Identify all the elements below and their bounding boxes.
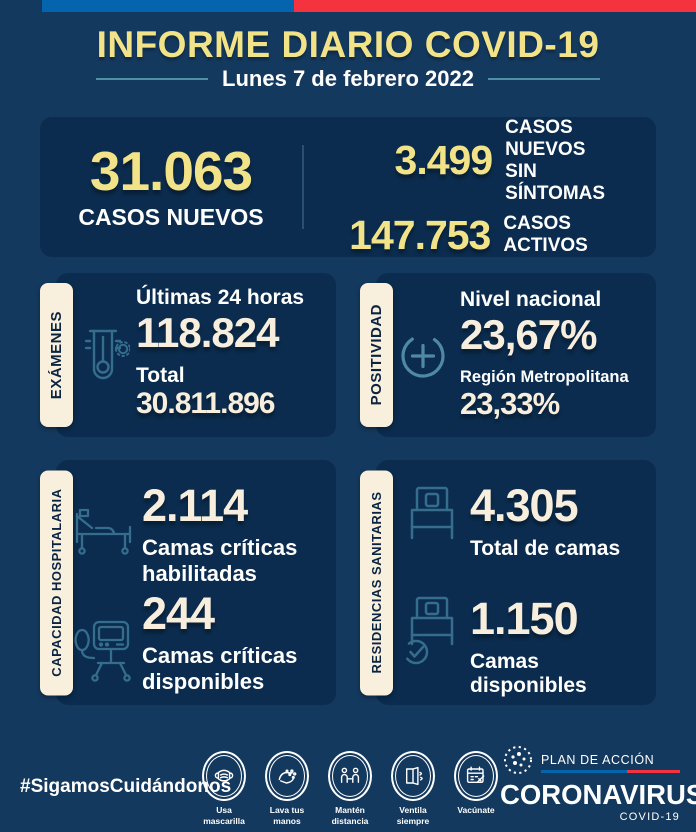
virus-icon: [500, 742, 536, 778]
hand-wash-icon: [265, 751, 309, 801]
positividad-stats: Nivel nacional 23,67% Región Metropolita…: [460, 288, 629, 421]
active-cases-row: 147.753 CASOS ACTIVOS: [308, 213, 642, 257]
hashtag: #SigamosCuidándonos: [20, 776, 232, 797]
rm-value: 23,33%: [460, 386, 560, 422]
enabled-beds-value: 2.114: [142, 480, 248, 531]
test-tube-virus-icon: [78, 321, 130, 393]
tip-distance: Mantén distancia: [323, 751, 377, 826]
card-positividad: POSITIVIDAD Nivel nacional 23,67% Región…: [360, 273, 656, 437]
available-beds-stat: 244 Camas críticas disponibles: [142, 588, 298, 695]
summary-secondary-block: 3.499 CASOS NUEVOS SIN SÍNTOMAS 147.753 …: [308, 117, 642, 257]
active-cases-label: CASOS ACTIVOS: [503, 213, 588, 257]
tip-ventilation: Ventila siempre: [386, 751, 440, 826]
available-beds-value: 244: [142, 588, 215, 639]
logo-flag-underline: [541, 770, 680, 773]
logo-covid19-text: COVID-19: [619, 810, 680, 823]
tab-residencias-sanitarias: RESIDENCIAS SANITARIAS: [360, 470, 393, 695]
tip-mask: Usa mascarilla: [197, 751, 251, 826]
last24-label: Últimas 24 horas: [136, 286, 305, 309]
total-beds-value: 4.305: [470, 480, 579, 531]
flag-red-segment: [294, 0, 696, 12]
total-label: Total: [136, 364, 185, 388]
card-capacidad-hospitalaria: CAPACIDAD HOSPITALARIA 2.114 Camas críti…: [40, 460, 336, 705]
total-beds-stat: 4.305 Total de camas: [470, 480, 621, 561]
bed-icon: [406, 482, 458, 546]
tab-capacidad-hospitalaria: CAPACIDAD HOSPITALARIA: [40, 470, 73, 695]
page-title: INFORME DIARIO COVID-19: [96, 24, 600, 65]
vaccine-icon: [454, 751, 498, 801]
report-date: Lunes 7 de febrero 2022: [222, 66, 474, 91]
plus-circle-icon: [398, 331, 448, 381]
hospital-bed-icon: [70, 502, 136, 558]
card-examenes: EXÁMENES Últimas 24 horas 118.824 Total …: [40, 273, 336, 437]
asymptomatic-row: 3.499 CASOS NUEVOS SIN SÍNTOMAS: [308, 117, 642, 204]
enabled-beds-label: Camas críticas habilitadas: [142, 534, 298, 586]
social-distance-icon: [328, 751, 372, 801]
mask-icon: [202, 751, 246, 801]
ventilation-icon: [391, 751, 435, 801]
national-label: Nivel nacional: [460, 288, 602, 311]
tip-hand-wash: Lava tus manos: [260, 751, 314, 826]
left-dash: [96, 78, 209, 80]
card-residencias-sanitarias: RESIDENCIAS SANITARIAS 4.305 Total de ca…: [360, 460, 656, 705]
total-value: 30.811.896: [136, 387, 276, 421]
new-cases-label: CASOS NUEVOS: [78, 203, 264, 230]
active-cases-value: 147.753: [349, 211, 491, 258]
flag-blue-segment: [42, 0, 294, 12]
report-date-row: Lunes 7 de febrero 2022: [0, 66, 696, 92]
right-dash: [487, 78, 600, 80]
last24-value: 118.824: [136, 309, 280, 356]
ventilator-icon: [72, 617, 134, 683]
available-res-beds-value: 1.150: [470, 593, 579, 644]
rm-label: Región Metropolitana: [460, 368, 629, 387]
chile-flag-bar: [42, 0, 696, 12]
prevention-tips: Usa mascarilla Lava tus manos: [197, 751, 503, 826]
available-res-beds-stat: 1.150 Camas disponibles: [470, 593, 656, 698]
new-cases-block: 31.063 CASOS NUEVOS: [40, 117, 302, 257]
examenes-stats: Últimas 24 horas 118.824 Total 30.811.89…: [136, 286, 304, 421]
national-value: 23,67%: [460, 311, 597, 358]
bed-check-icon: [402, 592, 462, 668]
summary-divider: [302, 145, 304, 229]
asymptomatic-value: 3.499: [394, 137, 494, 184]
enabled-beds-stat: 2.114 Camas críticas habilitadas: [142, 480, 298, 587]
summary-card: 31.063 CASOS NUEVOS 3.499 CASOS NUEVOS S…: [40, 117, 656, 257]
total-beds-label: Total de camas: [470, 536, 621, 560]
logo-coronavirus-text: CORONAVIRUS: [500, 779, 696, 810]
available-beds-label: Camas críticas disponibles: [142, 642, 298, 694]
tab-examenes: EXÁMENES: [40, 283, 73, 427]
new-cases-value: 31.063: [89, 139, 253, 202]
asymptomatic-label: CASOS NUEVOS SIN SÍNTOMAS: [505, 116, 606, 204]
tab-positividad: POSITIVIDAD: [360, 283, 393, 427]
plan-de-accion-logo: PLAN DE ACCIÓN CORONAVIRUS COVID-19: [500, 742, 696, 823]
logo-plan-text: PLAN DE ACCIÓN: [541, 753, 655, 767]
available-res-beds-label: Camas disponibles: [470, 649, 587, 697]
tip-vaccinate: Vacúnate: [449, 751, 503, 826]
